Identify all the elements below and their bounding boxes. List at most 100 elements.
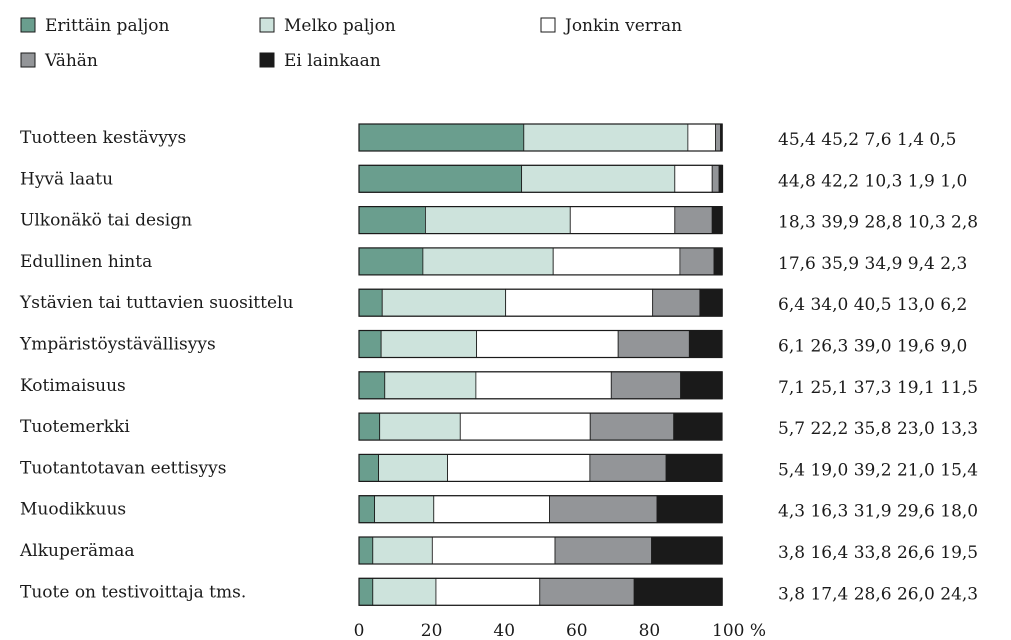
value-label-ei-lainkaan: 0,5: [924, 130, 956, 150]
value-label-ei-lainkaan: 2,3: [935, 254, 967, 274]
bar-segment-ei-lainkaan: [699, 288, 723, 317]
value-labels: 6,4 34,0 40,5 13,0 6,2: [778, 295, 967, 315]
bar-segment-melko-paljon: [381, 288, 507, 317]
bar-outline: [358, 164, 723, 193]
bar-segment-melko-paljon: [422, 247, 554, 276]
category-label: Tuote on testivoittaja tms.: [20, 582, 246, 602]
bar-segment-melko-paljon: [380, 330, 478, 358]
value-label-ei-lainkaan: 1,0: [935, 171, 967, 191]
x-tick-label: 20: [421, 621, 443, 640]
value-label-jonkin-verran: 28,6: [848, 584, 891, 604]
category-label: Kotimaisuus: [20, 376, 126, 396]
legend-swatch-jonkin-verran: [540, 17, 556, 33]
value-label-ei-lainkaan: 2,8: [946, 213, 978, 233]
value-label-melko-paljon: 34,0: [805, 295, 848, 315]
value-label-jonkin-verran: 28,8: [859, 213, 902, 233]
legend-swatch-vahan: [20, 52, 36, 68]
chart-row-tuote-on-testivoittaja-tms: Tuote on testivoittaja tms. 3,8 17,4 28,6…: [20, 577, 978, 606]
chart-row-ystavien-tai-tuttavien-suosittelu: Ystävien tai tuttavien suosittelu 6,4 34,…: [19, 288, 967, 317]
value-labels: 18,3 39,9 28,8 10,3 2,8: [778, 213, 978, 233]
value-label-ei-lainkaan: 24,3: [935, 584, 978, 604]
bar-segment-melko-paljon: [523, 123, 689, 152]
bar-segment-vahan: [554, 536, 652, 565]
bar-segment-erittain-paljon: [358, 247, 424, 276]
bar-segment-jonkin-verran: [674, 164, 713, 193]
bar-outline: [358, 412, 723, 441]
chart-row-edullinen-hinta: Edullinen hinta 17,6 35,9 34,9 9,4 2,3: [20, 247, 967, 276]
bar-outline: [358, 247, 723, 276]
category-label: Ystävien tai tuttavien suosittelu: [19, 293, 293, 313]
bar-segment-ei-lainkaan: [680, 371, 723, 400]
bar-segment-erittain-paljon: [358, 164, 523, 193]
value-labels: 44,8 42,2 10,3 1,9 1,0: [778, 171, 967, 191]
bar-outline: [358, 206, 723, 235]
value-label-vahan: 23,0: [892, 419, 935, 439]
bar-segment-ei-lainkaan: [651, 536, 723, 565]
category-label: Ulkonäkö tai design: [20, 211, 192, 231]
value-label-vahan: 19,6: [892, 337, 935, 357]
bar-segment-ei-lainkaan: [673, 412, 723, 441]
value-label-erittain-paljon: 5,4: [778, 460, 805, 480]
bar-segment-jonkin-verran: [435, 577, 541, 606]
bar-segment-jonkin-verran: [431, 536, 556, 565]
bar-segment-erittain-paljon: [358, 288, 383, 317]
category-label: Tuotemerkki: [20, 417, 130, 437]
value-label-jonkin-verran: 40,5: [848, 295, 891, 315]
bar-segment-melko-paljon: [425, 206, 571, 235]
bar-segment-ei-lainkaan: [656, 495, 723, 524]
bar-segment-jonkin-verran: [475, 371, 612, 400]
value-labels: 4,3 16,3 31,9 29,6 18,0: [778, 502, 978, 522]
value-label-jonkin-verran: 39,2: [848, 460, 891, 480]
value-labels: 3,8 17,4 28,6 26,0 24,3: [778, 584, 978, 604]
value-label-melko-paljon: 16,4: [805, 543, 848, 563]
legend-label-melko-paljon: Melko paljon: [284, 16, 396, 36]
bar-segment-ei-lainkaan: [665, 453, 723, 482]
bar-segment-vahan: [679, 247, 715, 276]
bar-outline: [358, 536, 723, 565]
value-label-melko-paljon: 45,2: [816, 130, 859, 150]
value-label-jonkin-verran: 7,6: [859, 130, 891, 150]
category-label: Ympäristöystävällisyys: [19, 335, 216, 355]
category-label: Tuotantotavan eettisyys: [20, 458, 226, 478]
bar-segment-jonkin-verran: [552, 247, 681, 276]
bar-segment-jonkin-verran: [505, 288, 654, 317]
bar-segment-erittain-paljon: [358, 330, 382, 358]
bar-segment-jonkin-verran: [569, 206, 676, 235]
chart-row-ulkonako-tai-design: Ulkonäkö tai design 18,3 39,9 28,8 10,3 2…: [20, 206, 978, 235]
value-label-jonkin-verran: 33,8: [848, 543, 891, 563]
bar-segment-jonkin-verran: [476, 330, 619, 358]
value-label-vahan: 1,4: [892, 130, 924, 150]
value-label-vahan: 9,4: [902, 254, 934, 274]
legend: Erittäin paljon Melko paljon Jonkin verran…: [20, 16, 682, 71]
x-tick-label: 80: [639, 621, 661, 640]
value-label-jonkin-verran: 39,0: [848, 337, 891, 357]
value-labels: 5,4 19,0 39,2 21,0 15,4: [778, 460, 978, 480]
bar-segment-melko-paljon: [384, 371, 477, 400]
bar-segment-erittain-paljon: [358, 206, 426, 235]
bar-outline: [358, 371, 723, 400]
value-label-melko-paljon: 22,2: [805, 419, 848, 439]
category-label: Hyvä laatu: [20, 169, 113, 189]
x-tick-label: 0: [354, 621, 365, 640]
value-label-ei-lainkaan: 9,0: [935, 337, 967, 357]
bar-segment-vahan: [589, 412, 675, 441]
value-label-ei-lainkaan: 6,2: [935, 295, 967, 315]
legend-swatch-erittain-paljon: [20, 17, 36, 33]
bar-segment-vahan: [610, 371, 682, 400]
value-label-ei-lainkaan: 11,5: [935, 378, 978, 398]
value-label-melko-paljon: 26,3: [805, 337, 848, 357]
bar-segment-melko-paljon: [374, 495, 435, 524]
bar-segment-melko-paljon: [379, 412, 461, 441]
value-labels: 45,4 45,2 7,6 1,4 0,5: [778, 130, 956, 150]
bar-segment-jonkin-verran: [459, 412, 591, 441]
value-label-vahan: 26,0: [892, 584, 935, 604]
value-label-vahan: 1,9: [902, 171, 934, 191]
bar-segment-vahan: [589, 453, 667, 482]
bar-segment-melko-paljon: [378, 453, 448, 482]
value-label-vahan: 13,0: [892, 295, 935, 315]
value-label-ei-lainkaan: 19,5: [935, 543, 978, 563]
bar-segment-melko-paljon: [521, 164, 676, 193]
bar-segment-melko-paljon: [372, 577, 437, 606]
bar-segment-ei-lainkaan: [633, 577, 723, 606]
value-labels: 5,7 22,2 35,8 23,0 13,3: [778, 419, 978, 439]
